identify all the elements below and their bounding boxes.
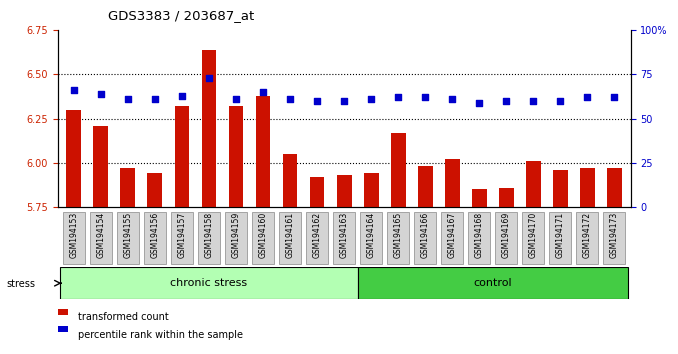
Bar	[256, 96, 271, 207]
FancyBboxPatch shape	[225, 212, 247, 264]
FancyBboxPatch shape	[252, 212, 274, 264]
Text: GSM194158: GSM194158	[205, 212, 214, 258]
Text: control: control	[473, 278, 512, 288]
Point	[447, 96, 458, 102]
Text: GSM194156: GSM194156	[151, 212, 159, 258]
Text: GSM194171: GSM194171	[556, 212, 565, 258]
Text: GSM194165: GSM194165	[394, 212, 403, 258]
FancyBboxPatch shape	[576, 212, 599, 264]
Bar	[391, 133, 405, 207]
Point	[231, 96, 241, 102]
Point	[338, 98, 349, 104]
FancyBboxPatch shape	[333, 212, 355, 264]
Text: GSM194169: GSM194169	[502, 212, 511, 258]
Point	[555, 98, 565, 104]
Point	[420, 95, 431, 100]
Point	[501, 98, 512, 104]
Point	[609, 95, 620, 100]
Text: GSM194164: GSM194164	[367, 212, 376, 258]
Point	[285, 96, 296, 102]
Text: GSM194162: GSM194162	[313, 212, 321, 258]
Point	[365, 96, 376, 102]
Text: chronic stress: chronic stress	[170, 278, 247, 288]
Text: GSM194172: GSM194172	[583, 212, 592, 258]
Point	[474, 100, 485, 105]
Bar	[499, 188, 514, 207]
Text: GSM194173: GSM194173	[610, 212, 619, 258]
Point	[528, 98, 539, 104]
Bar	[337, 175, 351, 207]
Bar	[228, 106, 243, 207]
Bar	[66, 110, 81, 207]
Point	[68, 87, 79, 93]
Point	[123, 96, 134, 102]
Bar	[418, 166, 433, 207]
FancyBboxPatch shape	[522, 212, 544, 264]
Bar	[607, 168, 622, 207]
Bar	[148, 173, 162, 207]
Text: GSM194170: GSM194170	[529, 212, 538, 258]
Point	[312, 98, 323, 104]
FancyBboxPatch shape	[306, 212, 328, 264]
FancyBboxPatch shape	[360, 212, 382, 264]
FancyBboxPatch shape	[89, 212, 112, 264]
Bar	[580, 168, 595, 207]
Bar	[58, 326, 68, 332]
Point	[176, 93, 187, 98]
FancyBboxPatch shape	[171, 212, 193, 264]
FancyBboxPatch shape	[357, 267, 628, 299]
FancyBboxPatch shape	[63, 212, 85, 264]
FancyBboxPatch shape	[441, 212, 463, 264]
FancyBboxPatch shape	[549, 212, 572, 264]
FancyBboxPatch shape	[414, 212, 436, 264]
FancyBboxPatch shape	[387, 212, 410, 264]
Bar	[201, 50, 216, 207]
Text: transformed count: transformed count	[78, 312, 169, 322]
Bar	[121, 168, 136, 207]
Bar	[445, 159, 460, 207]
Text: GDS3383 / 203687_at: GDS3383 / 203687_at	[108, 9, 255, 22]
Text: GSM194154: GSM194154	[96, 212, 105, 258]
Text: GSM194159: GSM194159	[231, 212, 241, 258]
Text: GSM194166: GSM194166	[420, 212, 430, 258]
Point	[258, 89, 268, 95]
Text: stress: stress	[7, 279, 36, 289]
FancyBboxPatch shape	[279, 212, 301, 264]
Bar	[58, 309, 68, 314]
FancyBboxPatch shape	[117, 212, 139, 264]
FancyBboxPatch shape	[603, 212, 625, 264]
Text: GSM194155: GSM194155	[123, 212, 132, 258]
Point	[393, 95, 403, 100]
Text: GSM194157: GSM194157	[178, 212, 186, 258]
Bar	[472, 189, 487, 207]
Bar	[283, 154, 298, 207]
Bar	[363, 173, 378, 207]
Text: GSM194167: GSM194167	[447, 212, 457, 258]
Bar	[526, 161, 540, 207]
Point	[203, 75, 214, 81]
Text: GSM194168: GSM194168	[475, 212, 483, 258]
Text: GSM194163: GSM194163	[340, 212, 348, 258]
Point	[149, 96, 160, 102]
FancyBboxPatch shape	[468, 212, 490, 264]
Point	[96, 91, 106, 97]
FancyBboxPatch shape	[495, 212, 517, 264]
Bar	[94, 126, 108, 207]
FancyBboxPatch shape	[198, 212, 220, 264]
FancyBboxPatch shape	[60, 267, 357, 299]
Bar	[310, 177, 325, 207]
Text: GSM194153: GSM194153	[69, 212, 79, 258]
Bar	[553, 170, 567, 207]
Bar	[174, 106, 189, 207]
Text: percentile rank within the sample: percentile rank within the sample	[78, 330, 243, 339]
Text: GSM194161: GSM194161	[285, 212, 294, 258]
FancyBboxPatch shape	[144, 212, 166, 264]
Text: GSM194160: GSM194160	[258, 212, 268, 258]
Point	[582, 95, 593, 100]
